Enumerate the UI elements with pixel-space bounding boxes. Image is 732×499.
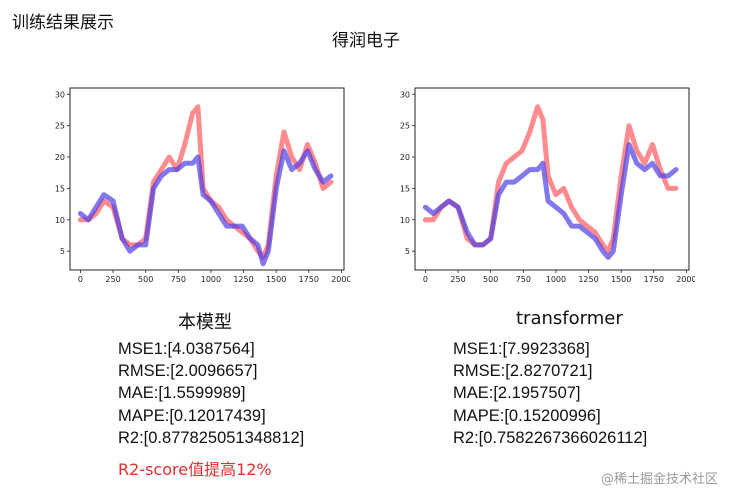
y-tick-label: 15: [400, 184, 410, 193]
x-tick-label: 1000: [201, 275, 221, 284]
y-tick-label: 20: [400, 153, 410, 162]
metric-mse: MSE1:[7.9923368]: [453, 340, 590, 358]
plot-frame: [69, 87, 345, 271]
y-tick-label: 10: [400, 216, 410, 225]
x-tick-label: 2000: [676, 275, 695, 284]
y-tick-label: 5: [60, 247, 65, 256]
chart-transformer: 0 250 500 750 1000 1250 1500 1750 2000 5 10 15 20 25 3…: [385, 84, 695, 294]
metric-mape: MAPE:[0.12017439]: [118, 406, 266, 425]
x-tick-label: 1000: [546, 275, 566, 284]
improvement-note: R2-score值提高12%: [118, 460, 272, 479]
x-tick-label: 500: [138, 275, 153, 284]
y-tick-label: 30: [400, 90, 410, 99]
metric-mae: MAE:[1.5599989]: [118, 384, 246, 403]
x-tick-label: 0: [78, 275, 83, 284]
y-tick-label: 10: [55, 216, 65, 225]
x-tick-label: 250: [450, 275, 465, 284]
x-tick-label: 750: [171, 275, 186, 284]
metrics-transformer: MSE1:[7.9923368] RMSE:[2.8270721] MAE:[2…: [453, 338, 647, 449]
metric-mse: MSE1:[4.0387564]: [118, 340, 255, 358]
metric-r2: R2:[0.877825051348812]: [118, 428, 305, 447]
x-tick-label: 500: [483, 275, 498, 284]
x-tick-label: 2000: [331, 275, 350, 284]
model-name-transformer: transformer: [516, 308, 623, 329]
x-tick-label: 1250: [233, 275, 253, 284]
y-tick-label: 25: [55, 122, 65, 131]
metric-mae: MAE:[2.1957507]: [453, 384, 581, 403]
metric-r2: R2:[0.7582267366026112]: [453, 428, 648, 447]
company-name: 得润电子: [332, 31, 400, 51]
x-tick-label: 1250: [578, 275, 598, 284]
chart-our-model: 0 250 500 750 1000 1250 1500 1750 2000 5 10 15 20 25 3…: [40, 84, 350, 294]
metrics-ours: MSE1:[4.0387564] RMSE:[2.0096657] MAE:[1…: [118, 338, 304, 449]
x-tick-label: 1750: [644, 275, 664, 284]
series-predicted-line: [422, 142, 679, 260]
x-tick-label: 250: [105, 275, 120, 284]
chart-svg: 0 250 500 750 1000 1250 1500 1750 2000 5 10 15 20 25 3…: [55, 87, 350, 284]
metric-mape: MAPE:[0.15200996]: [453, 406, 601, 425]
chart-svg: 0 250 500 750 1000 1250 1500 1750 2000 5 10 15 20 25 3…: [400, 87, 695, 284]
y-tick-label: 20: [55, 153, 65, 162]
y-tick-label: 5: [405, 247, 410, 256]
y-tick-label: 30: [55, 90, 65, 99]
x-tick-label: 1500: [266, 275, 286, 284]
y-tick-label: 25: [400, 122, 410, 131]
x-tick-label: 0: [423, 275, 428, 284]
series-predicted-line: [77, 148, 334, 267]
metric-rmse: RMSE:[2.0096657]: [118, 362, 258, 381]
metric-rmse: RMSE:[2.8270721]: [453, 362, 593, 381]
y-tick-label: 15: [55, 184, 65, 193]
x-tick-label: 750: [516, 275, 531, 284]
watermark: @稀土掘金技术社区: [600, 472, 718, 487]
page-title: 训练结果展示: [12, 13, 114, 33]
x-tick-label: 1750: [299, 275, 319, 284]
model-name-ours: 本模型: [178, 312, 232, 333]
x-tick-label: 1500: [611, 275, 631, 284]
